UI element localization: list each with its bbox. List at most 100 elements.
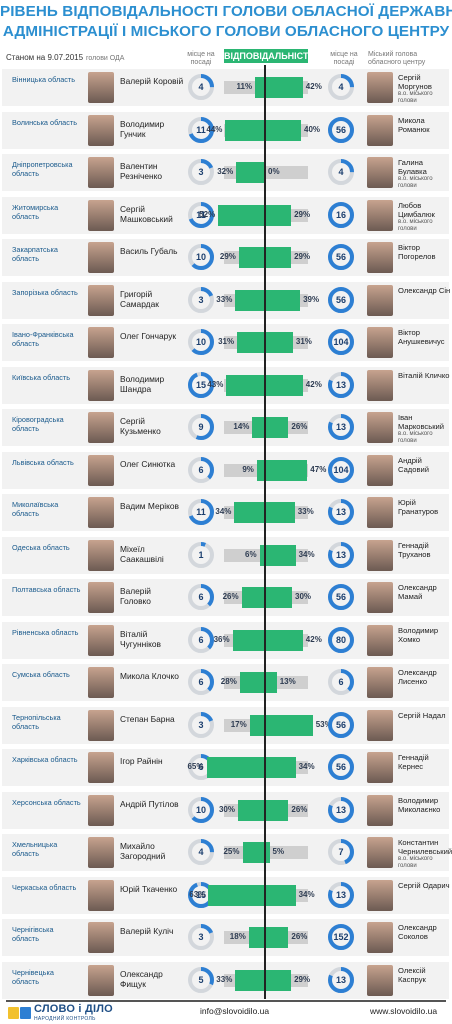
mayor-rank-gauge-value: 56 xyxy=(336,762,346,772)
table-row: Вінницька область Валерій Коровій 4 11% 42% 4… xyxy=(0,67,452,107)
mayor-name: Сергій Надал xyxy=(398,711,452,720)
table-row: Одеська область Міхеїл Саакашвілі 1 6% 34% 13… xyxy=(0,535,452,575)
region-label: Чернігівська область xyxy=(12,925,54,943)
logo-text: СЛОВО і ДІЛО xyxy=(34,1003,113,1015)
governor-avatar xyxy=(88,964,114,996)
mayor-avatar xyxy=(367,242,393,273)
mayor-avatar xyxy=(367,114,393,146)
mayor-rank-gauge: 4 xyxy=(328,159,354,185)
region-label: Івано-Франківська область xyxy=(12,330,74,348)
region-label: Хмельницька область xyxy=(12,840,58,858)
governor-avatar xyxy=(88,624,114,656)
center-axis-line xyxy=(264,65,266,999)
governor-name: Григорій Самардак xyxy=(120,288,159,309)
governor-rank-gauge-fill xyxy=(188,541,214,568)
mayor-avatar xyxy=(367,667,393,698)
logo-icon xyxy=(8,1007,31,1019)
mayor-responsibility-label: 26% xyxy=(291,932,308,941)
governor-rank-gauge-fill xyxy=(188,159,214,185)
mayor-name-text: Андрій Садовий xyxy=(398,455,429,474)
governor-rank-gauge-value: 11 xyxy=(196,210,206,220)
mayor-avatar xyxy=(367,72,393,103)
footer: СЛОВО і ДІЛО НАРОДНИЙ КОНТРОЛЬ info@slov… xyxy=(0,1000,452,1024)
governor-avatar xyxy=(88,284,114,316)
header-governor: голови ОДА xyxy=(86,55,125,62)
governor-rank-gauge: 6 xyxy=(188,669,214,695)
governor-rank-gauge-fill xyxy=(188,839,214,865)
mayor-responsibility-bar xyxy=(265,544,296,566)
governor-avatar xyxy=(88,582,114,613)
governor-rank-gauge-value: 15 xyxy=(196,890,206,900)
mayor-rank-gauge-value: 56 xyxy=(336,252,346,262)
mayor-name-text: Юрій Гранатуров xyxy=(398,498,439,516)
governor-rank-gauge: 11 xyxy=(188,499,214,525)
region-label: Херсонська область xyxy=(12,797,81,807)
region-label: Житомирська область xyxy=(12,202,59,221)
governor-responsibility-label: 33% xyxy=(216,294,233,304)
mayor-responsibility-bar xyxy=(265,417,289,438)
header-place-mayor: місце на посаді xyxy=(330,51,358,66)
governor-avatar xyxy=(88,879,114,911)
governor-rank-gauge: 5 xyxy=(188,966,214,993)
mayor-rank-gauge-fill xyxy=(328,796,354,823)
governor-responsibility-bar xyxy=(239,672,265,693)
table-row: Дніпропетровська область Валентин Резніче… xyxy=(0,152,452,192)
governor-responsibility-bar xyxy=(238,799,265,821)
mayor-rank-gauge-value: 7 xyxy=(338,847,343,857)
mayor-name: Володимир Хомко xyxy=(398,626,452,644)
table-row: Чернівецька область Олександр Фищук 5 33% 29… xyxy=(0,960,452,1000)
governor-responsibility-bar xyxy=(248,927,265,948)
mayor-avatar xyxy=(367,752,393,783)
governor-rank-gauge: 3 xyxy=(188,159,214,185)
mayor-rank-gauge-fill xyxy=(328,286,354,313)
governor-avatar xyxy=(88,837,114,868)
governor-rank-gauge-value: 11 xyxy=(196,507,206,517)
region-label: Запорізька область xyxy=(12,287,78,297)
governor-rank-gauge-fill xyxy=(188,796,214,823)
mayor-rank-gauge-fill xyxy=(328,159,354,185)
mayor-rank-gauge-fill xyxy=(328,116,354,143)
mayor-responsibility-bar xyxy=(265,927,289,948)
mayor-responsibility-label: 29% xyxy=(294,209,311,219)
governor-rank-gauge-value: 9 xyxy=(198,422,203,432)
mayor-responsibility-label: 40% xyxy=(304,124,321,134)
mayor-name: Віктор Погорелов xyxy=(398,243,452,261)
governor-responsibility-bar xyxy=(208,884,265,906)
mayor-rank-gauge: 16 xyxy=(328,201,354,228)
governor-avatar xyxy=(88,412,114,443)
mayor-rank-gauge-value: 104 xyxy=(333,465,348,475)
mayor-rank-gauge-value: 80 xyxy=(336,635,346,645)
mayor-name: Константин Чернилевський в.о. міського го… xyxy=(398,838,452,870)
mayor-responsibility-label: 13% xyxy=(279,677,296,686)
mayor-avatar xyxy=(367,284,393,316)
table-row: Івано-Франківська область Олег Гончарук 10… xyxy=(0,322,452,362)
governor-responsibility-label: 63% xyxy=(189,889,206,899)
mayor-name: Юрій Гранатуров xyxy=(398,498,452,516)
governor-responsibility-bar xyxy=(236,162,265,183)
governor-rank-gauge-fill xyxy=(188,711,214,738)
governor-rank-gauge: 4 xyxy=(188,839,214,865)
governor-avatar xyxy=(88,242,114,273)
footer-email[interactable]: info@slovoidilo.ua xyxy=(200,1006,270,1016)
governor-rank-gauge-value: 3 xyxy=(198,167,203,177)
governor-rank-gauge-value: 6 xyxy=(198,635,203,645)
mayor-responsibility-label: 0% xyxy=(268,167,280,176)
mayor-rank-gauge-value: 104 xyxy=(333,337,348,347)
governor-name: Валерій Куліч xyxy=(120,926,174,936)
governor-name: Ігор Райнін xyxy=(120,756,163,766)
title-line-2: АДМІНІСТРАЦІЇ І МІСЬКОГО ГОЛОВИ ОБЛАСНОГ… xyxy=(2,23,450,40)
governor-rank-gauge-value: 6 xyxy=(198,465,203,475)
governor-responsibility-label: 9% xyxy=(242,464,254,474)
footer-url[interactable]: www.slovoidilo.ua xyxy=(370,1006,438,1016)
region-label: Дніпропетровська область xyxy=(12,160,73,178)
mayor-responsibility-label: 42% xyxy=(305,634,322,644)
governor-responsibility-label: 44% xyxy=(206,124,223,134)
column-header: Станом на 9.07.2015 голови ОДА місце на … xyxy=(0,47,452,67)
governor-responsibility-bar xyxy=(206,757,265,778)
mayor-responsibility-label: 26% xyxy=(291,422,308,431)
governor-rank-gauge-fill xyxy=(188,201,214,228)
governor-rank-gauge-value: 4 xyxy=(198,847,203,857)
governor-rank-gauge-value: 10 xyxy=(196,252,206,262)
header-mayor: Міський голова обласного центру xyxy=(368,51,426,66)
